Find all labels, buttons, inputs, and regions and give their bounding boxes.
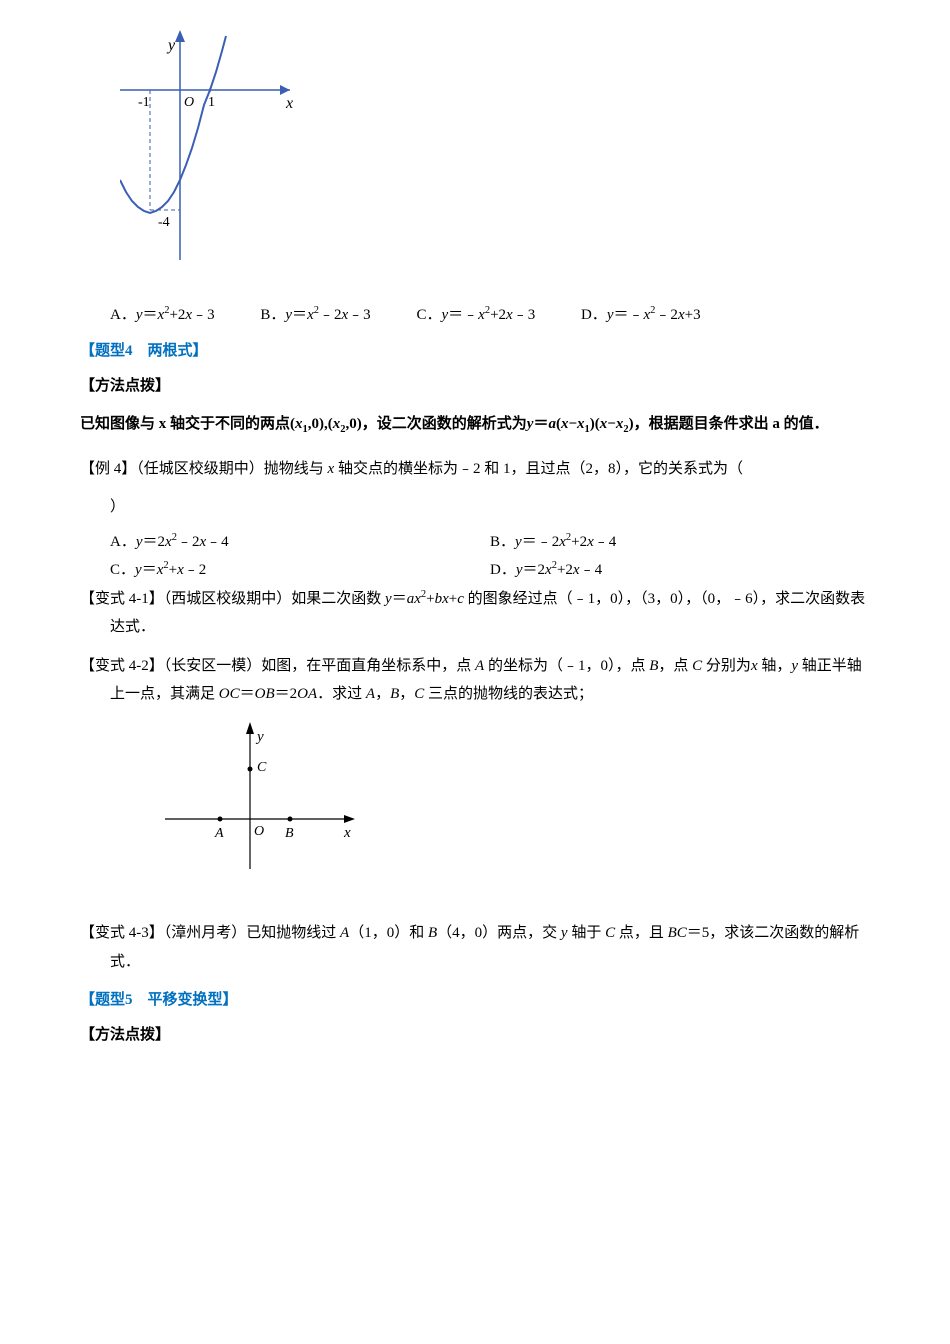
example-4-paren: ） bbox=[110, 493, 870, 522]
method-label: 【方法点拨】 bbox=[80, 372, 870, 401]
y-label: y bbox=[255, 729, 264, 745]
variant-4-3-source: （漳州月考） bbox=[164, 925, 247, 941]
option-a: A．y＝x2+2x﹣3 bbox=[110, 301, 215, 330]
variant-4-3: 【变式 4-3】（漳州月考）已知抛物线过 A（1，0）和 B（4，0）两点，交 … bbox=[80, 919, 870, 976]
x-axis-label: x bbox=[285, 95, 293, 112]
point-c-label: C bbox=[257, 760, 267, 775]
example-4-body: 抛物线与 x 轴交点的横坐标为﹣2 和 1，且过点（2，8），它的关系式为（ bbox=[264, 461, 743, 477]
formula-roots: (x1,0),(x2,0) bbox=[290, 406, 362, 442]
type-5-header: 【题型5 平移变换型】 bbox=[80, 986, 870, 1015]
type-4-header: 【题型4 两根式】 bbox=[80, 337, 870, 366]
graph-question-options: A．y＝x2+2x﹣3 B．y＝x2﹣2x﹣3 C．y＝﹣x2+2x﹣3 D．y… bbox=[110, 301, 870, 330]
example-4-tag: 【例 4】 bbox=[80, 461, 136, 477]
x-tick-neg: -1 bbox=[138, 95, 150, 110]
formula-factored: y＝a(x−x1)(x−x2) bbox=[527, 406, 634, 442]
ex4-option-b: B．y＝﹣2x2+2x﹣4 bbox=[490, 528, 870, 557]
point-b-label: B bbox=[285, 826, 294, 841]
example-4: 【例 4】（任城区校级期中）抛物线与 x 轴交点的横坐标为﹣2 和 1，且过点（… bbox=[80, 455, 870, 484]
variant-4-2-tag: 【变式 4-2】 bbox=[80, 658, 164, 674]
method-label-5: 【方法点拨】 bbox=[80, 1021, 870, 1050]
coordinate-graph-2: y x O A B C bbox=[160, 719, 870, 890]
origin-label: O bbox=[184, 95, 194, 110]
variant-4-2: 【变式 4-2】（长安区一模）如图，在平面直角坐标系中，点 A 的坐标为（﹣1，… bbox=[80, 652, 870, 709]
option-c: C．y＝﹣x2+2x﹣3 bbox=[416, 301, 535, 330]
variant-4-1-source: （西城区校级期中） bbox=[164, 591, 292, 607]
method-text-2: ，设二次函数的解析式为 bbox=[362, 416, 527, 432]
option-d: D．y＝﹣x2﹣2x+3 bbox=[581, 301, 701, 330]
point-a-label: A bbox=[214, 826, 224, 841]
x-label: x bbox=[343, 825, 351, 841]
y-tick-neg: -4 bbox=[158, 215, 170, 230]
option-b: B．y＝x2﹣2x﹣3 bbox=[260, 301, 370, 330]
ex4-option-a: A．y＝2x2﹣2x﹣4 bbox=[110, 528, 490, 557]
x-tick-pos: 1 bbox=[208, 95, 215, 110]
ex4-option-d: D．y＝2x2+2x﹣4 bbox=[490, 556, 870, 585]
method-text-3: ，根据题目条件求出 a 的值． bbox=[634, 416, 829, 432]
method-text-1: 已知图像与 x 轴交于不同的两点 bbox=[80, 416, 290, 432]
method-4-body: 已知图像与 x 轴交于不同的两点(x1,0),(x2,0)，设二次函数的解析式为… bbox=[80, 406, 870, 443]
ex4-option-c: C．y＝x2+x﹣2 bbox=[110, 556, 490, 585]
variant-4-2-source: （长安区一模） bbox=[164, 658, 262, 674]
parabola-graph-1: y x O -1 1 -4 bbox=[120, 30, 870, 281]
variant-4-3-tag: 【变式 4-3】 bbox=[80, 925, 164, 941]
y-axis-label: y bbox=[166, 37, 176, 54]
origin-label: O bbox=[254, 824, 264, 839]
variant-4-1-tag: 【变式 4-1】 bbox=[80, 591, 164, 607]
example-4-source: （任城区校级期中） bbox=[136, 461, 264, 477]
example-4-options: A．y＝2x2﹣2x﹣4 B．y＝﹣2x2+2x﹣4 C．y＝x2+x﹣2 D．… bbox=[110, 528, 870, 585]
variant-4-1: 【变式 4-1】（西城区校级期中）如果二次函数 y＝ax2+bx+c 的图象经过… bbox=[80, 585, 870, 642]
